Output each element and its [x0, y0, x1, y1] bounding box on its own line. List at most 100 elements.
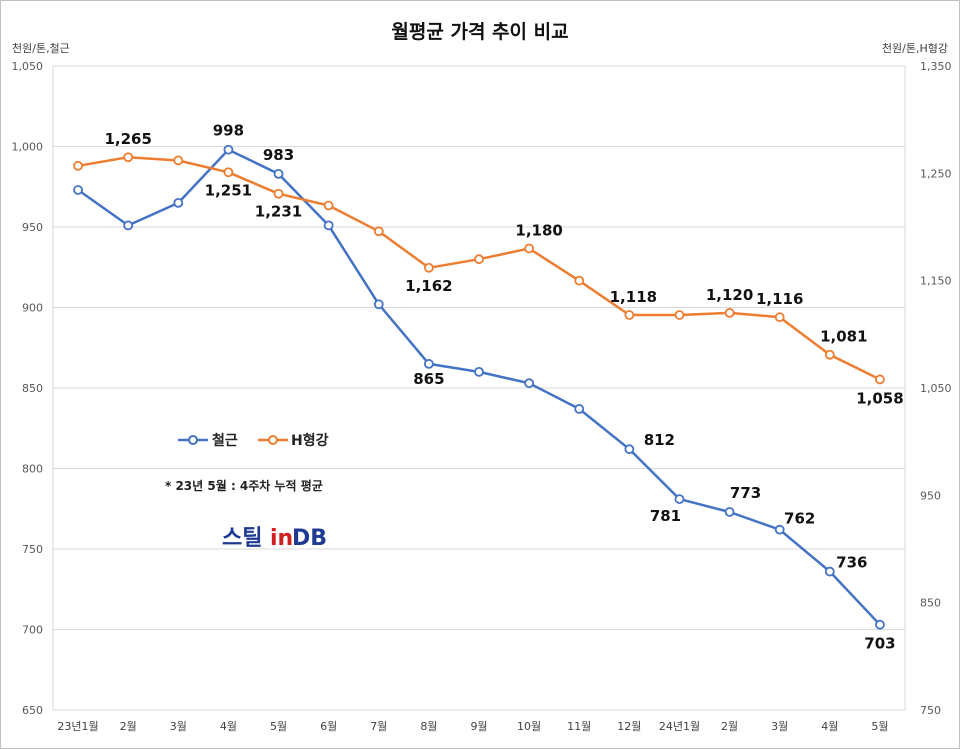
data-label-hbeam: 1,058 — [856, 389, 903, 407]
series-line-rebar — [77, 148, 881, 626]
x-tick-label: 7월 — [370, 720, 387, 733]
data-point-rebar — [524, 378, 535, 389]
left-tick-label: 800 — [22, 463, 43, 476]
data-label-hbeam: 1,231 — [255, 203, 302, 221]
data-point-rebar — [123, 220, 134, 231]
legend-marker-hbeam — [268, 435, 278, 445]
data-label-hbeam: 1,162 — [405, 277, 452, 295]
logo-text-db: DB — [292, 526, 327, 551]
data-label-hbeam: 1,118 — [610, 288, 657, 306]
data-label-rebar: 736 — [836, 554, 867, 572]
data-point-rebar — [474, 366, 484, 377]
data-point-hbeam — [474, 254, 484, 265]
data-label-hbeam: 1,251 — [205, 181, 252, 199]
legend-marker-rebar — [188, 435, 198, 445]
left-tick-label: 1,050 — [12, 60, 44, 73]
x-tick-label: 2월 — [721, 720, 738, 733]
data-point-hbeam — [123, 152, 134, 163]
right-tick-label: 1,050 — [920, 382, 952, 395]
data-label-hbeam: 1,265 — [104, 130, 151, 148]
x-tick-label: 23년1월 — [57, 720, 98, 733]
gridlines — [53, 146, 905, 630]
data-point-rebar — [774, 524, 785, 535]
right-tick-label: 1,250 — [920, 167, 952, 180]
logo-text-steel: 스틸 — [222, 526, 262, 551]
data-point-hbeam — [724, 307, 735, 318]
legend-item-rebar: 철근 — [178, 433, 238, 449]
x-tick-label: 6월 — [320, 720, 337, 733]
data-label-rebar: 998 — [213, 122, 244, 140]
left-tick-label: 700 — [22, 624, 43, 637]
left-tick-label: 750 — [22, 543, 43, 556]
data-point-hbeam — [73, 160, 83, 171]
left-tick-label: 650 — [22, 704, 43, 717]
data-label-rebar: 812 — [644, 431, 675, 449]
left-axis-unit: 천원/톤,철근 — [12, 41, 70, 55]
data-point-hbeam — [524, 243, 535, 254]
data-point-rebar — [73, 185, 83, 195]
data-label-rebar: 865 — [413, 370, 444, 388]
data-point-rebar — [223, 144, 234, 155]
data-point-rebar — [875, 619, 885, 630]
logo-text-in: in — [270, 526, 293, 551]
x-tick-label: 11월 — [567, 720, 591, 733]
data-point-rebar — [323, 220, 334, 231]
data-labels: 998 983 865 812 781 773 762 736 703 1,265 1,2511,2… — [104, 122, 903, 653]
data-point-rebar — [273, 168, 284, 179]
x-tick-label: 3월 — [170, 720, 187, 733]
right-tick-label: 1,350 — [920, 60, 952, 73]
data-point-rebar — [574, 404, 585, 414]
legend-label-rebar: 철근 — [212, 433, 238, 449]
x-tick-label: 9월 — [470, 720, 487, 733]
data-point-rebar — [423, 358, 434, 369]
x-tick-label: 3월 — [771, 720, 788, 733]
data-point-hbeam — [774, 312, 785, 323]
left-tick-label: 950 — [22, 221, 43, 234]
right-tick-label: 850 — [920, 597, 941, 610]
data-point-rebar — [373, 299, 384, 310]
data-point-hbeam — [373, 226, 384, 237]
data-label-rebar: 762 — [784, 510, 815, 528]
data-point-hbeam — [624, 310, 635, 320]
x-tick-label: 4월 — [220, 720, 237, 733]
left-tick-label: 850 — [22, 382, 43, 395]
data-label-rebar: 781 — [650, 507, 681, 525]
legend-label-hbeam: H형강 — [291, 432, 329, 449]
x-tick-label: 5월 — [270, 720, 287, 733]
data-label-rebar: 983 — [263, 146, 294, 164]
right-tick-label: 1,150 — [920, 275, 952, 288]
data-label-rebar: 703 — [864, 635, 895, 653]
data-point-hbeam — [223, 167, 234, 178]
data-point-hbeam — [173, 155, 184, 166]
x-tick-label: 5월 — [871, 720, 888, 733]
data-point-hbeam — [875, 374, 885, 385]
data-point-rebar — [824, 566, 835, 577]
right-axis: 1,350 1,250 1,150 1,050 950 850 750 — [920, 60, 952, 717]
data-label-rebar: 773 — [730, 484, 761, 502]
data-label-hbeam: 1,116 — [756, 290, 803, 308]
right-tick-label: 950 — [920, 489, 941, 502]
x-tick-label: 10월 — [517, 720, 541, 733]
data-point-rebar — [674, 494, 685, 504]
data-label-hbeam: 1,081 — [820, 328, 867, 346]
legend-item-hbeam: H형강 — [258, 432, 329, 449]
data-point-hbeam — [423, 262, 434, 273]
x-tick-label: 8월 — [420, 720, 437, 733]
series-line-hbeam — [77, 155, 881, 381]
series-layer — [73, 144, 885, 630]
logo: 스틸 in DB — [222, 526, 327, 551]
x-axis: 23년1월 2월 3월 4월 5월 6월 7월 8월 9월 10월 11월 12월 24년1월 2월 3월 4… — [57, 720, 888, 733]
x-tick-label: 4월 — [821, 720, 838, 733]
data-point-hbeam — [273, 188, 284, 199]
right-axis-unit: 천원/톤,H형강 — [882, 41, 948, 55]
chart-title: 월평균 가격 추이 비교 — [391, 21, 568, 43]
footnote: * 23년 5월 : 4주차 누적 평균 — [165, 478, 323, 493]
data-point-hbeam — [323, 200, 334, 211]
left-tick-label: 900 — [22, 302, 43, 315]
data-point-rebar — [624, 444, 635, 455]
legend: 철근 H형강 — [178, 432, 329, 449]
x-tick-label: 24년1월 — [659, 720, 700, 733]
data-point-hbeam — [574, 275, 585, 286]
x-tick-label: 2월 — [120, 720, 137, 733]
